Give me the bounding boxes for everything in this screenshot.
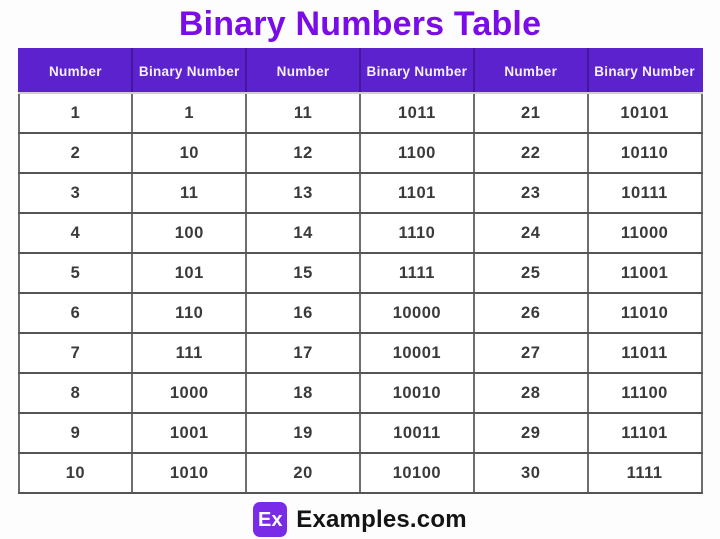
- brand-name: Examples.com: [296, 505, 467, 533]
- number-cell: 16: [245, 292, 361, 334]
- binary-number-cell: 101: [131, 252, 248, 294]
- number-cell: 11: [245, 92, 361, 134]
- number-cell: 6: [17, 292, 134, 334]
- table-body: 1 1 11 1011 21 10101 2 10 12 1100 22 10110 3 11 13 1101…: [17, 92, 703, 494]
- number-cell: 8: [17, 372, 134, 414]
- number-cell: 10: [17, 452, 134, 494]
- binary-number-cell: 111: [131, 332, 248, 374]
- binary-number-cell: 1101: [358, 172, 475, 214]
- binary-number-cell: 1111: [586, 452, 703, 494]
- column-header: Binary Number: [586, 48, 703, 94]
- number-cell: 5: [17, 252, 134, 294]
- column-header: Number: [245, 48, 361, 94]
- footer: Ex Examples.com: [0, 502, 720, 537]
- table-row: 9 1001 19 10011 29 11101: [17, 412, 703, 454]
- number-cell: 12: [245, 132, 361, 174]
- binary-number-cell: 11001: [586, 252, 703, 294]
- binary-number-cell: 1010: [131, 452, 248, 494]
- table-row: 1 1 11 1011 21 10101: [17, 92, 703, 134]
- binary-number-cell: 10110: [586, 132, 703, 174]
- binary-number-cell: 10001: [358, 332, 475, 374]
- table-header: Number Binary Number Number Binary Number Nu…: [17, 48, 703, 94]
- number-cell: 14: [245, 212, 361, 254]
- table-row: 10 1010 20 10100 30 1111: [17, 452, 703, 494]
- page-title: Binary Numbers Table: [178, 5, 542, 43]
- binary-number-cell: 11011: [586, 332, 703, 374]
- number-cell: 17: [245, 332, 361, 374]
- table-row: 6 110 16 10000 26 11010: [17, 292, 703, 334]
- binary-number-cell: 10101: [586, 92, 703, 134]
- column-header: Binary Number: [131, 48, 248, 94]
- binary-number-cell: 11: [131, 172, 248, 214]
- number-cell: 21: [472, 92, 589, 134]
- number-cell: 7: [17, 332, 134, 374]
- binary-number-cell: 1100: [358, 132, 475, 174]
- number-cell: 13: [245, 172, 361, 214]
- binary-number-cell: 1110: [358, 212, 475, 254]
- number-cell: 22: [472, 132, 589, 174]
- number-cell: 19: [245, 412, 361, 454]
- number-cell: 18: [245, 372, 361, 414]
- binary-number-cell: 10100: [358, 452, 475, 494]
- table-header-row: Number Binary Number Number Binary Number Nu…: [17, 48, 703, 94]
- binary-number-cell: 10011: [358, 412, 475, 454]
- column-header: Number: [472, 48, 589, 94]
- binary-number-cell: 11100: [586, 372, 703, 414]
- table-row: 2 10 12 1100 22 10110: [17, 132, 703, 174]
- binary-number-cell: 10: [131, 132, 248, 174]
- binary-number-cell: 11000: [586, 212, 703, 254]
- table-row: 8 1000 18 10010 28 11100: [17, 372, 703, 414]
- number-cell: 1: [17, 92, 134, 134]
- column-header: Binary Number: [358, 48, 475, 94]
- number-cell: 24: [472, 212, 589, 254]
- table-row: 4 100 14 1110 24 11000: [17, 212, 703, 254]
- binary-number-cell: 11101: [586, 412, 703, 454]
- binary-number-cell: 110: [131, 292, 248, 334]
- binary-number-cell: 1001: [131, 412, 248, 454]
- table-row: 3 11 13 1101 23 10111: [17, 172, 703, 214]
- binary-number-cell: 10010: [358, 372, 475, 414]
- table-row: 7 111 17 10001 27 11011: [17, 332, 703, 374]
- number-cell: 27: [472, 332, 589, 374]
- number-cell: 25: [472, 252, 589, 294]
- number-cell: 15: [245, 252, 361, 294]
- number-cell: 29: [472, 412, 589, 454]
- number-cell: 23: [472, 172, 589, 214]
- number-cell: 20: [245, 452, 361, 494]
- binary-number-cell: 11010: [586, 292, 703, 334]
- column-header: Number: [17, 48, 134, 94]
- binary-number-cell: 10000: [358, 292, 475, 334]
- number-cell: 2: [17, 132, 134, 174]
- binary-numbers-table: Number Binary Number Number Binary Number Nu…: [17, 48, 703, 494]
- number-cell: 28: [472, 372, 589, 414]
- number-cell: 30: [472, 452, 589, 494]
- binary-number-cell: 1: [131, 92, 248, 134]
- binary-number-cell: 100: [131, 212, 248, 254]
- number-cell: 4: [17, 212, 134, 254]
- table-row: 5 101 15 1111 25 11001: [17, 252, 703, 294]
- binary-number-cell: 1011: [358, 92, 475, 134]
- binary-number-cell: 1111: [358, 252, 475, 294]
- binary-number-cell: 10111: [586, 172, 703, 214]
- number-cell: 3: [17, 172, 134, 214]
- examples-logo-icon: Ex: [253, 502, 288, 537]
- binary-number-cell: 1000: [131, 372, 248, 414]
- number-cell: 26: [472, 292, 589, 334]
- number-cell: 9: [17, 412, 134, 454]
